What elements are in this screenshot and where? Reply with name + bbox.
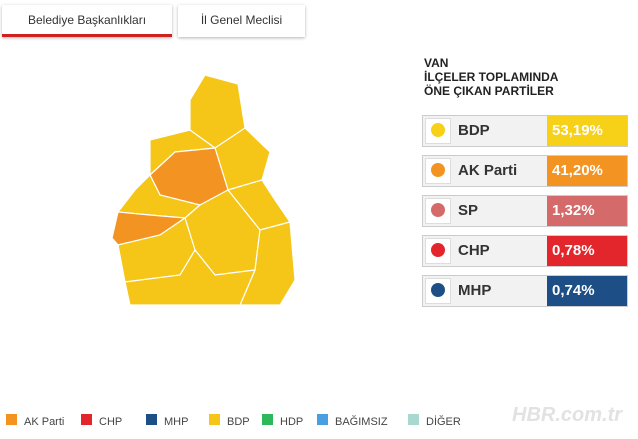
party-row: SP 1,32% — [422, 195, 628, 227]
legend-item: HDP — [262, 414, 303, 429]
legend-label: AK Parti — [24, 416, 65, 428]
legend-item: CHP — [81, 414, 122, 429]
party-name: SP — [458, 202, 479, 219]
party-row: BDP 53,19% — [422, 115, 628, 147]
legend-item: BDP — [209, 414, 250, 429]
party-value: 0,74% — [547, 276, 627, 306]
legend-label: BDP — [227, 416, 250, 428]
party-logo — [425, 278, 451, 304]
legend-item: DİĞER — [408, 414, 461, 429]
logo-mark — [431, 163, 445, 177]
legend-label: DİĞER — [426, 416, 461, 428]
party-name: MHP — [458, 282, 492, 299]
logo-mark — [431, 243, 445, 257]
legend-swatch — [262, 414, 273, 425]
logo-mark — [431, 123, 445, 137]
party-logo — [425, 158, 451, 184]
logo-mark — [431, 283, 445, 297]
party-row: AK Parti 41,20% — [422, 155, 628, 187]
party-row: MHP 0,74% — [422, 275, 628, 307]
party-row: CHP 0,78% — [422, 235, 628, 267]
party-logo — [425, 238, 451, 264]
legend-item: BAĞIMSIZ — [317, 414, 388, 429]
legend-swatch — [81, 414, 92, 425]
tab[interactable]: Belediye Başkanlıkları — [2, 5, 172, 37]
legend-swatch — [6, 414, 17, 425]
party-value: 41,20% — [547, 156, 627, 186]
party-name: AK Parti — [458, 162, 518, 179]
party-logo — [425, 118, 451, 144]
legend-item: MHP — [146, 414, 188, 429]
district[interactable] — [124, 248, 256, 306]
party-name: CHP — [458, 242, 490, 259]
party-logo — [425, 198, 451, 224]
legend-label: HDP — [280, 416, 304, 428]
legend-label: MHP — [164, 416, 189, 428]
logo-mark — [431, 203, 445, 217]
party-name: BDP — [458, 122, 490, 139]
party-value: 53,19% — [547, 116, 627, 146]
legend-item: AK Parti — [6, 414, 64, 429]
title-line: İLÇELER TOPLAMINDA — [424, 70, 559, 84]
title-line: VAN — [424, 56, 449, 70]
party-value: 1,32% — [547, 196, 627, 226]
map — [111, 74, 296, 306]
title-line: ÖNE ÇIKAN PARTİLER — [424, 84, 554, 98]
districts — [111, 74, 296, 306]
legend-swatch — [408, 414, 419, 425]
watermark: HBR.com.tr — [512, 404, 623, 426]
tab[interactable]: İl Genel Meclisi — [178, 5, 305, 37]
party-value: 0,78% — [547, 236, 627, 266]
legend-label: CHP — [99, 416, 123, 428]
legend-label: BAĞIMSIZ — [335, 416, 388, 428]
legend-swatch — [209, 414, 220, 425]
legend-swatch — [317, 414, 328, 425]
panel-title: VAN İLÇELER TOPLAMINDA ÖNE ÇIKAN PARTİLER — [424, 56, 558, 98]
legend-swatch — [146, 414, 157, 425]
